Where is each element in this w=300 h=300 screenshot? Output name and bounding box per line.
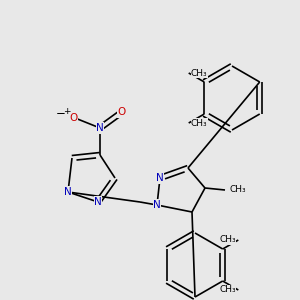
Text: N: N [64, 187, 72, 197]
Text: CH₃: CH₃ [230, 185, 247, 194]
Text: CH₃: CH₃ [220, 236, 236, 244]
Text: CH₃: CH₃ [220, 286, 236, 295]
Text: −: − [56, 107, 66, 121]
Text: O: O [69, 113, 77, 123]
Text: O: O [118, 107, 126, 117]
Text: N: N [153, 200, 161, 210]
Text: CH₃: CH₃ [191, 118, 207, 127]
Text: CH₃: CH₃ [191, 68, 207, 77]
Text: N: N [156, 173, 164, 183]
Text: +: + [63, 106, 71, 116]
Text: N: N [96, 123, 104, 133]
Text: N: N [94, 197, 102, 207]
